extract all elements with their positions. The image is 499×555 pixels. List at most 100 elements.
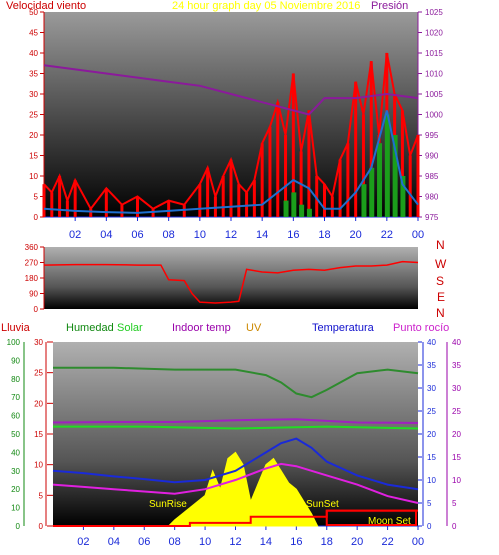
wind-green-bar xyxy=(384,114,390,217)
humidity-y-tick: 20 xyxy=(11,485,20,494)
direction-y-tick: 270 xyxy=(25,259,39,268)
compass-s: S xyxy=(436,274,444,288)
wind-x-tick: 16 xyxy=(287,229,299,241)
temp-x-tick: 00 xyxy=(412,536,424,548)
rain-box xyxy=(325,509,417,526)
wind-y-tick: 20 xyxy=(29,131,38,140)
pressure-y-tick: 1015 xyxy=(425,49,443,58)
humidity-line xyxy=(53,366,419,399)
wind-x-tick: 22 xyxy=(381,229,393,241)
temp-x-tick: 06 xyxy=(138,536,150,548)
wind-x-tick: 08 xyxy=(163,229,175,241)
humidity-y-tick: 80 xyxy=(11,375,20,384)
wind-green-bar xyxy=(291,192,297,217)
compass-n-bottom: N xyxy=(436,306,445,320)
legend-temperature: Temperatura xyxy=(312,322,375,334)
humidity-y-tick: 90 xyxy=(11,356,20,365)
legend-solar: Solar xyxy=(117,322,143,334)
temp-x-tick: 12 xyxy=(229,536,241,548)
wind-y-tick: 0 xyxy=(34,213,39,222)
pressure-y-tick: 1025 xyxy=(425,8,443,17)
pressure-y-tick: 1005 xyxy=(425,90,443,99)
dew-y-tick: 0 xyxy=(452,522,457,531)
legend-indoor-temp: Indoor temp xyxy=(172,322,231,334)
temp-y-tick: 5 xyxy=(427,499,432,508)
wind-y-tick: 10 xyxy=(29,172,38,181)
wind-green-bar xyxy=(369,167,375,217)
temp-x-tick: 18 xyxy=(321,536,333,548)
sunrise-label: SunRise xyxy=(149,499,187,510)
wind-green-bar xyxy=(361,184,367,217)
humidity-y-tick: 100 xyxy=(7,338,21,347)
pressure-y-tick: 990 xyxy=(425,152,439,161)
compass-w: W xyxy=(435,257,447,271)
dew-y-tick: 40 xyxy=(452,338,461,347)
solar-line xyxy=(53,425,419,430)
pressure-y-tick: 980 xyxy=(425,193,439,202)
legend-humidity: Humedad xyxy=(66,322,114,334)
pressure-y-tick: 995 xyxy=(425,131,439,140)
dew-y-tick: 20 xyxy=(452,430,461,439)
direction-y-tick: 180 xyxy=(25,274,39,283)
dew-point-line xyxy=(52,462,419,504)
wind-x-tick: 20 xyxy=(350,229,362,241)
wind-x-tick: 00 xyxy=(412,229,424,241)
wind-green-bar xyxy=(283,200,289,217)
wind-x-tick: 12 xyxy=(225,229,237,241)
legend-uv: UV xyxy=(246,322,262,334)
sunset-label: SunSet xyxy=(306,499,339,510)
temp-x-tick: 16 xyxy=(290,536,302,548)
wind-avg-line xyxy=(43,110,419,214)
wind-y-tick: 35 xyxy=(29,70,38,79)
chart-title: 24 hour graph day 05 Noviembre 2016 xyxy=(172,0,360,12)
dew-y-tick: 10 xyxy=(452,476,461,485)
dew-y-tick: 25 xyxy=(452,407,461,416)
temp-y-tick: 30 xyxy=(427,384,436,393)
wind-x-tick: 06 xyxy=(131,229,143,241)
compass-e: E xyxy=(437,290,445,304)
wind-y-tick: 25 xyxy=(29,111,38,120)
wind-direction-line xyxy=(43,260,419,304)
temp-x-tick: 20 xyxy=(351,536,363,548)
direction-y-tick: 360 xyxy=(25,243,39,252)
solar-y-tick: 20 xyxy=(34,399,43,408)
solar-y-tick: 0 xyxy=(39,522,44,531)
wind-green-bar xyxy=(377,143,383,217)
wind-green-bar xyxy=(400,176,406,217)
legend-rain: Lluvia xyxy=(1,322,31,334)
temp-y-tick: 20 xyxy=(427,430,436,439)
temp-x-tick: 22 xyxy=(381,536,393,548)
humidity-y-tick: 70 xyxy=(11,393,20,402)
solar-y-tick: 5 xyxy=(39,491,44,500)
wind-green-bar xyxy=(299,204,305,217)
wind-green-bar xyxy=(306,208,312,217)
wind-x-tick: 04 xyxy=(100,229,112,241)
pressure-y-tick: 985 xyxy=(425,172,439,181)
wind-x-tick: 02 xyxy=(69,229,81,241)
humidity-y-tick: 30 xyxy=(11,467,20,476)
pressure-label: Presión xyxy=(371,0,408,12)
temp-y-tick: 15 xyxy=(427,453,436,462)
wind-y-tick: 15 xyxy=(29,152,38,161)
solar-y-tick: 25 xyxy=(34,369,43,378)
wind-y-tick: 5 xyxy=(34,193,39,202)
indoor-temp-line xyxy=(52,418,419,424)
temp-y-tick: 40 xyxy=(427,338,436,347)
wind-x-tick: 14 xyxy=(256,229,268,241)
temp-y-tick: 35 xyxy=(427,361,436,370)
direction-y-tick: 0 xyxy=(34,305,39,314)
temp-x-tick: 02 xyxy=(77,536,89,548)
wind-x-tick: 18 xyxy=(318,229,330,241)
wind-green-bar xyxy=(392,135,398,217)
wind-y-tick: 40 xyxy=(29,49,38,58)
temp-y-tick: 10 xyxy=(427,476,436,485)
dew-y-tick: 30 xyxy=(452,384,461,393)
humidity-y-tick: 50 xyxy=(11,430,20,439)
solar-y-tick: 30 xyxy=(34,338,43,347)
temperature-line xyxy=(52,437,419,491)
moonset-label: Moon Set xyxy=(368,516,411,527)
temp-y-tick: 25 xyxy=(427,407,436,416)
direction-y-tick: 90 xyxy=(29,290,38,299)
solar-radiation-area xyxy=(167,451,319,527)
